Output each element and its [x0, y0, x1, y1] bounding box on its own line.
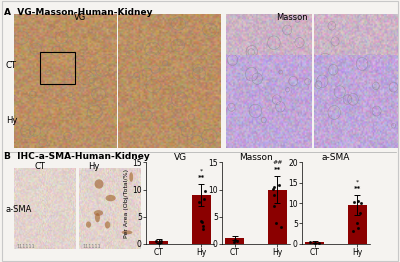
Point — [234, 239, 240, 243]
Text: **: ** — [198, 175, 205, 181]
Bar — [348, 205, 367, 244]
Ellipse shape — [94, 179, 104, 189]
Point — [275, 183, 282, 187]
Text: **: ** — [274, 167, 281, 173]
Point — [307, 240, 313, 244]
Text: *: * — [200, 168, 203, 173]
Y-axis label: Per Area (Obj/Total/%): Per Area (Obj/Total/%) — [124, 168, 130, 238]
Ellipse shape — [105, 221, 110, 228]
Point — [270, 193, 277, 197]
Bar — [225, 238, 244, 244]
Text: CT: CT — [34, 162, 46, 171]
Text: *: * — [356, 179, 359, 184]
Point — [271, 204, 277, 208]
Bar — [268, 189, 287, 244]
Text: **: ** — [354, 186, 361, 192]
Point — [358, 201, 364, 205]
Title: Masson: Masson — [239, 153, 273, 162]
Point — [231, 240, 237, 244]
Text: Masson: Masson — [276, 13, 308, 22]
Text: a-SMA: a-SMA — [6, 205, 32, 214]
Point — [231, 238, 238, 242]
Point — [270, 187, 276, 192]
Point — [278, 225, 284, 229]
Text: CT: CT — [6, 61, 17, 70]
Point — [200, 227, 206, 231]
Point — [199, 220, 206, 225]
Text: A  VG-Masson-Human-Kidney: A VG-Masson-Human-Kidney — [4, 8, 152, 17]
Bar — [305, 242, 324, 244]
Ellipse shape — [86, 221, 91, 228]
Ellipse shape — [122, 230, 132, 234]
Ellipse shape — [129, 172, 133, 182]
Ellipse shape — [94, 210, 103, 216]
Bar — [192, 195, 211, 244]
Text: B  IHC-a-SMA-Human-Kidney: B IHC-a-SMA-Human-Kidney — [4, 152, 150, 161]
Point — [271, 185, 277, 190]
Text: 111111: 111111 — [17, 244, 36, 249]
Ellipse shape — [106, 195, 116, 201]
Bar — [149, 241, 168, 244]
Title: a-SMA: a-SMA — [322, 153, 350, 162]
Point — [153, 239, 159, 243]
Point — [351, 200, 357, 204]
Point — [202, 189, 208, 193]
Point — [354, 221, 360, 225]
Text: Hy: Hy — [6, 116, 17, 125]
Text: ##: ## — [272, 160, 282, 165]
Point — [196, 200, 202, 204]
Point — [354, 199, 361, 204]
Point — [357, 211, 363, 215]
Point — [158, 239, 164, 243]
Point — [272, 220, 279, 225]
Point — [156, 241, 162, 245]
Point — [201, 197, 208, 201]
Title: VG: VG — [174, 153, 186, 162]
Ellipse shape — [95, 213, 100, 222]
Point — [200, 223, 207, 228]
Point — [198, 219, 205, 223]
Point — [316, 241, 322, 245]
Point — [355, 226, 361, 230]
Point — [312, 241, 318, 245]
Text: Hy: Hy — [88, 162, 100, 171]
Point — [349, 229, 356, 233]
Text: VG: VG — [74, 13, 86, 22]
Text: 111111: 111111 — [82, 244, 101, 249]
